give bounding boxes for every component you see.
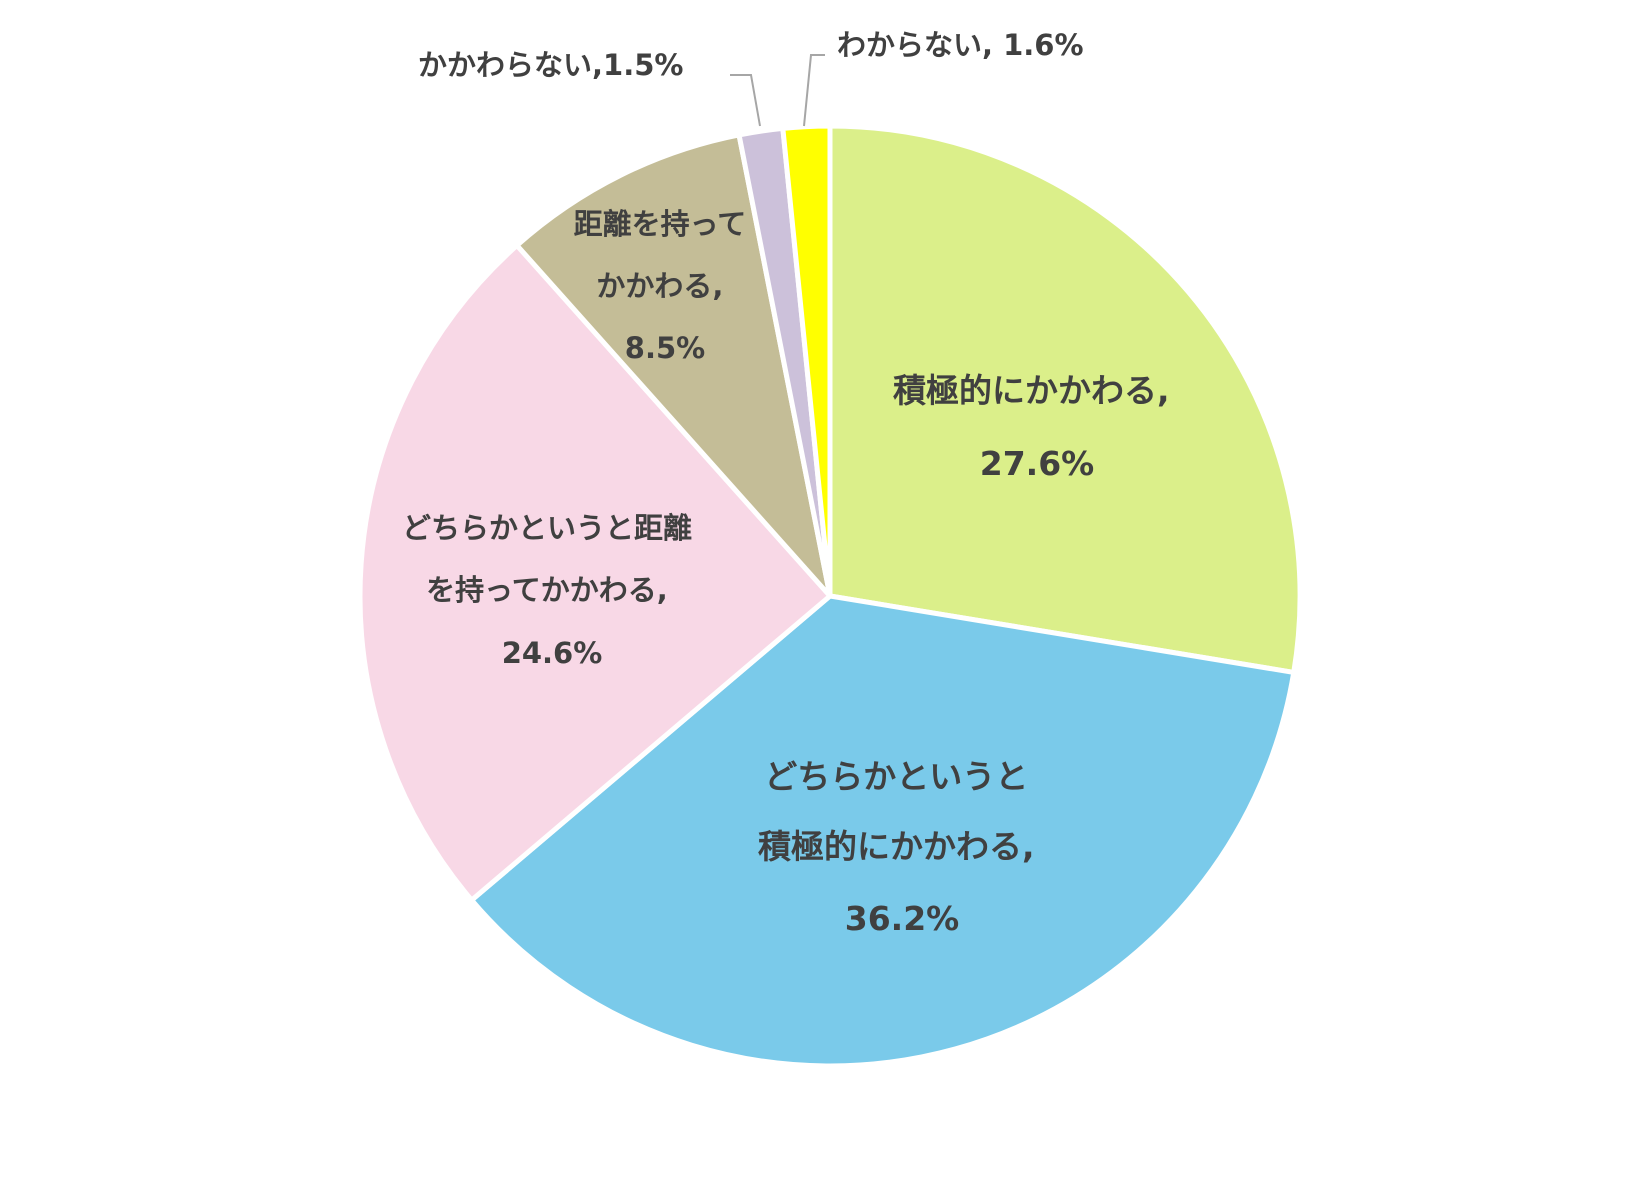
pie-slice-kyori xyxy=(514,132,833,599)
data-label-dochiraka-kyori: どちらかというと距離 を持ってかかわる, 24.6% xyxy=(402,511,702,670)
data-label-kyori: 距離を持って かかわる, 8.5% xyxy=(574,207,757,365)
pie-slice-wakaranai xyxy=(780,123,833,599)
pie-slice-sekkyokuteki xyxy=(827,123,1303,675)
data-label-kakawaranai: かかわらない,1.5% xyxy=(418,48,683,82)
data-label-sekkyokuteki: 積極的にかかわる, 27.6% xyxy=(893,371,1181,483)
data-labels: 積極的にかかわる, 27.6% どちらかというと 積極的にかかわる, 36.2%… xyxy=(402,28,1181,938)
leader-line-wakaranai xyxy=(803,54,825,127)
leader-line-kakawaranai xyxy=(730,74,761,127)
data-label-dochiraka-sekkyokuteki: どちらかというと 積極的にかかわる, 36.2% xyxy=(758,757,1046,938)
leader-lines xyxy=(730,54,825,127)
pie-slice-dochiraka-kyori xyxy=(357,242,833,903)
data-label-wakaranai: わからない, 1.6% xyxy=(837,28,1084,62)
pie-slice-dochiraka-sekkyokuteki xyxy=(469,593,1297,1069)
pie-slices xyxy=(357,123,1303,1069)
